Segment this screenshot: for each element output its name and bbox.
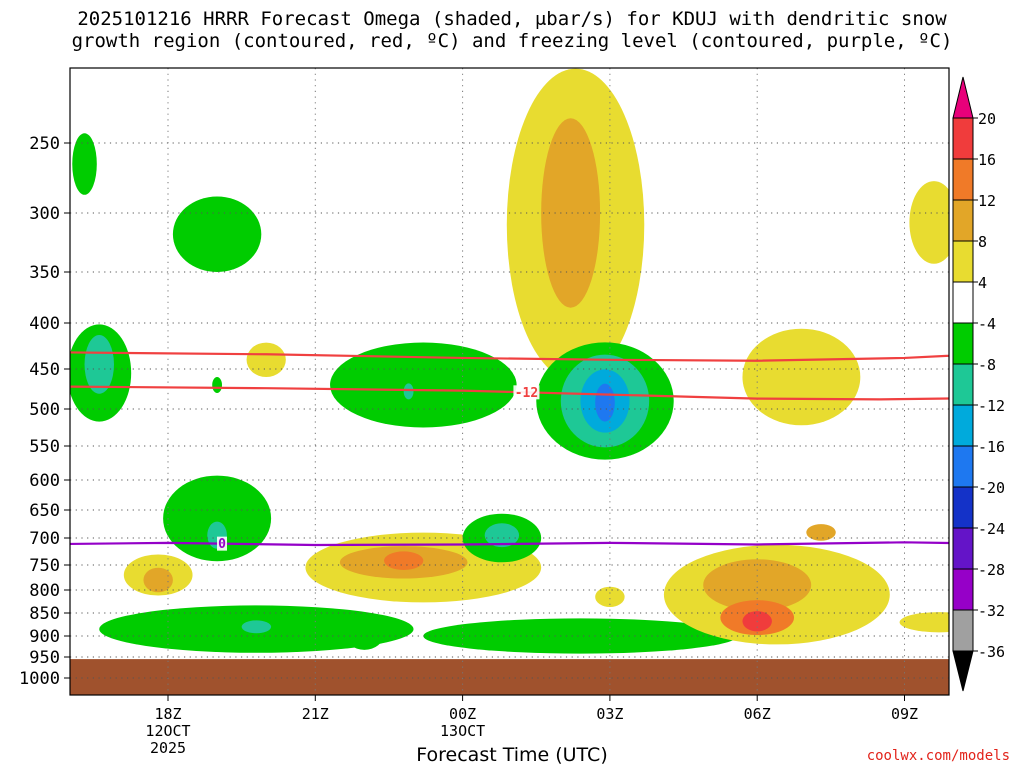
- y-tick-label: 700: [29, 529, 60, 549]
- y-tick-label: 1000: [19, 669, 60, 689]
- omega-region: [84, 335, 114, 394]
- dgz-minus-12-label: -12: [515, 386, 538, 401]
- colorbar-band: [952, 568, 974, 611]
- y-tick-label: 900: [29, 627, 60, 647]
- omega-region: [423, 618, 738, 654]
- omega-region: [246, 342, 286, 377]
- colorbar-band: [952, 117, 974, 160]
- y-tick-label: 500: [29, 400, 60, 420]
- colorbar-band: [952, 158, 974, 201]
- colorbar-label: -4: [978, 315, 996, 333]
- colorbar-top-arrow: [952, 76, 974, 119]
- freezing-level-label: 0: [218, 537, 226, 552]
- colorbar-band: [952, 404, 974, 447]
- omega-shading: [70, 68, 949, 654]
- y-tick-label: 950: [29, 648, 60, 668]
- omega-region: [595, 383, 615, 422]
- omega-region: [742, 328, 861, 426]
- colorbar-band: [952, 486, 974, 529]
- chart-title: 2025101216 HRRR Forecast Omega (shaded, …: [0, 8, 1024, 52]
- y-tick-label: 800: [29, 581, 60, 601]
- ground-below-surface: [70, 659, 949, 695]
- temperature-contours: -18-120: [70, 351, 949, 552]
- omega-region: [703, 559, 812, 611]
- omega-region: [344, 617, 385, 650]
- y-tick-label: 650: [29, 501, 60, 521]
- y-tick-label: 350: [29, 263, 60, 283]
- omega-region: [484, 523, 520, 548]
- colorbar-label: -8: [978, 356, 996, 374]
- dgz-minus-18-line: [70, 351, 949, 362]
- colorbar-band: [952, 609, 974, 652]
- y-tick-label: 300: [29, 204, 60, 224]
- colorbar-band: [952, 281, 974, 324]
- y-tick-label: 850: [29, 604, 60, 624]
- colorbar-label: 4: [978, 274, 987, 292]
- contour-label-background: [513, 385, 540, 400]
- contour-label-background: [217, 536, 228, 551]
- title-line-2: growth region (contoured, red, ºC) and f…: [71, 30, 953, 52]
- omega-region: [403, 383, 414, 400]
- site-credit: coolwx.com/models: [866, 748, 1010, 764]
- y-tick-label: 750: [29, 556, 60, 576]
- title-line-1: 2025101216 HRRR Forecast Omega (shaded, …: [77, 8, 947, 30]
- colorbar-band: [952, 322, 974, 365]
- colorbar-label: 16: [978, 151, 996, 169]
- y-tick-label: 550: [29, 437, 60, 457]
- omega-region: [143, 567, 173, 593]
- omega-region: [212, 377, 223, 393]
- y-tick-label: 400: [29, 314, 60, 334]
- gridlines: [70, 68, 949, 695]
- omega-region: [330, 342, 517, 428]
- y-tick-label: 450: [29, 360, 60, 380]
- omega-region: [163, 475, 272, 562]
- x-tick-label: 09Z: [891, 705, 918, 723]
- colorbar: 20 16 12 8 4 -4 -8 -12 -16 -20 -24 -28 -32 -36: [952, 76, 1005, 692]
- omega-region: [384, 551, 424, 570]
- colorbar-label: -12: [978, 397, 1005, 415]
- x-tick-label: 03Z: [596, 705, 623, 723]
- x-tick-date: 12OCT: [145, 722, 190, 740]
- colorbar-band: [952, 445, 974, 488]
- colorbar-label: -20: [978, 479, 1005, 497]
- colorbar-label: 12: [978, 192, 996, 210]
- x-tick-label: 21Z: [302, 705, 329, 723]
- colorbar-label: 20: [978, 110, 996, 128]
- omega-region: [899, 612, 949, 633]
- x-tick-label: 18Z: [154, 705, 181, 723]
- x-tick-year: 2025: [150, 739, 186, 757]
- colorbar-band: [952, 527, 974, 570]
- colorbar-label: -16: [978, 438, 1005, 456]
- omega-region: [595, 586, 625, 608]
- colorbar-band: [952, 363, 974, 406]
- colorbar-label: -32: [978, 602, 1005, 620]
- dgz-minus-12-line: [70, 385, 949, 401]
- omega-region: [72, 133, 97, 195]
- omega-region: [241, 620, 272, 634]
- x-tick-label: 06Z: [744, 705, 771, 723]
- y-axis: 250 300 350 400 450 500 550 600 650 700 750 800 850 9…: [19, 134, 70, 689]
- y-tick-label: 600: [29, 471, 60, 491]
- colorbar-bottom-arrow: [952, 650, 974, 692]
- omega-region: [806, 524, 836, 541]
- x-axis-title: Forecast Time (UTC): [416, 744, 608, 766]
- omega-region: [541, 118, 601, 308]
- colorbar-band: [952, 199, 974, 242]
- omega-region: [909, 181, 949, 264]
- x-tick-label: 00Z: [449, 705, 476, 723]
- colorbar-label: -28: [978, 561, 1005, 579]
- y-tick-label: 250: [29, 134, 60, 154]
- colorbar-band: [952, 240, 974, 283]
- colorbar-label: 8: [978, 233, 987, 251]
- omega-region: [172, 196, 262, 272]
- colorbar-label: -36: [978, 643, 1005, 661]
- plot-frame: [69, 67, 950, 696]
- x-tick-date: 13OCT: [440, 722, 485, 740]
- colorbar-label: -24: [978, 520, 1005, 538]
